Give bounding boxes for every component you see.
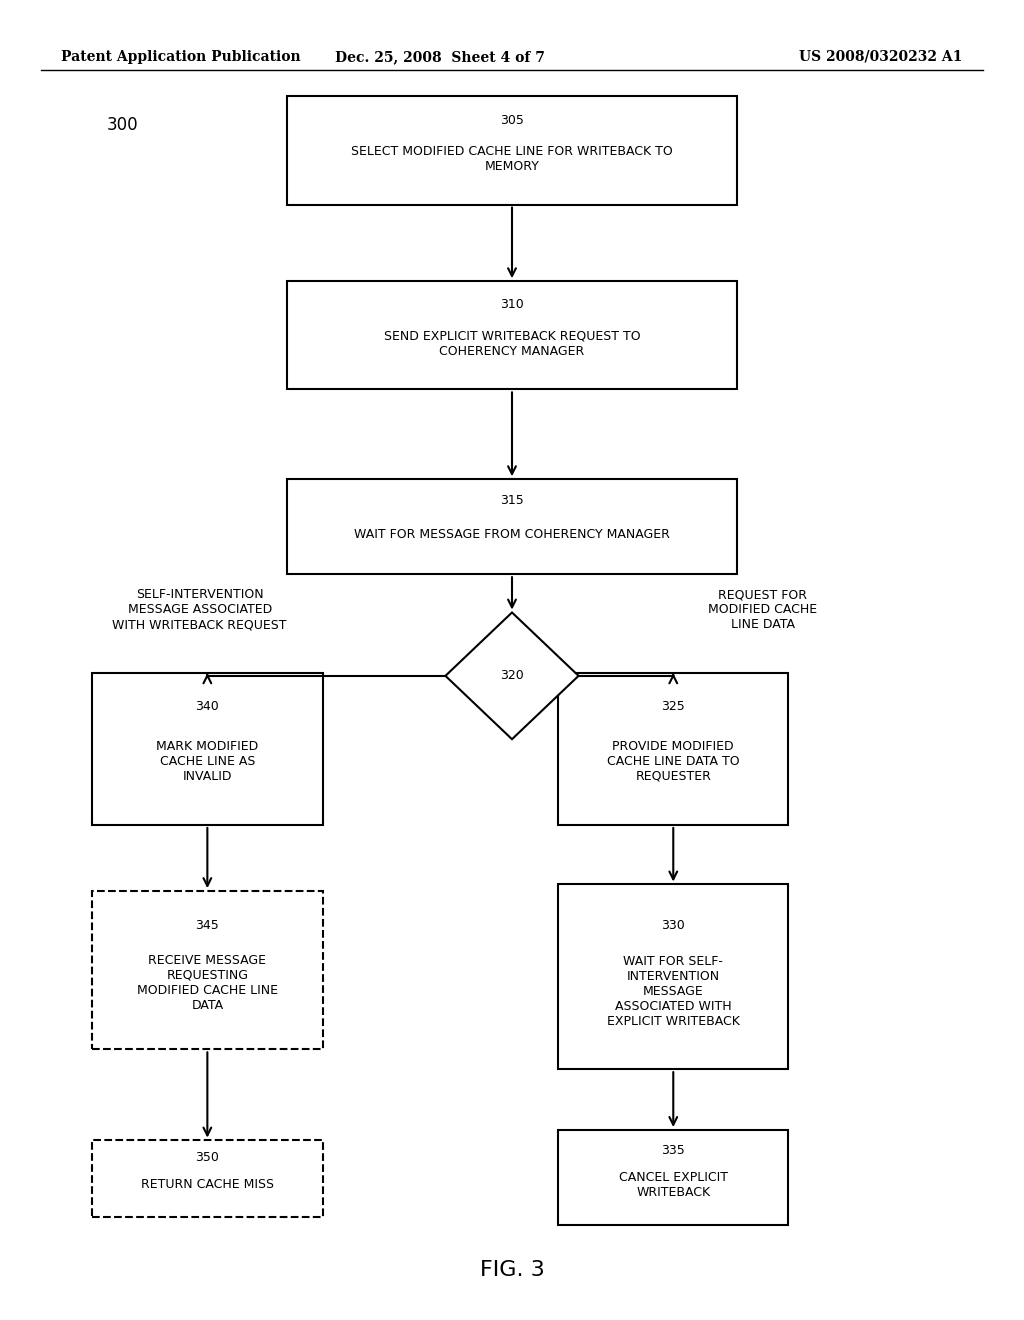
Text: PROVIDE MODIFIED
CACHE LINE DATA TO
REQUESTER: PROVIDE MODIFIED CACHE LINE DATA TO REQU… [607,739,739,783]
Text: CANCEL EXPLICIT
WRITEBACK: CANCEL EXPLICIT WRITEBACK [618,1171,728,1199]
Bar [558,673,788,825]
Text: WAIT FOR SELF-
INTERVENTION
MESSAGE
ASSOCIATED WITH
EXPLICIT WRITEBACK: WAIT FOR SELF- INTERVENTION MESSAGE ASSO… [607,956,739,1028]
Text: Patent Application Publication: Patent Application Publication [61,50,301,63]
Text: REQUEST FOR
MODIFIED CACHE
LINE DATA: REQUEST FOR MODIFIED CACHE LINE DATA [709,589,817,631]
Text: 330: 330 [662,919,685,932]
Polygon shape [445,612,579,739]
Text: SEND EXPLICIT WRITEBACK REQUEST TO
COHERENCY MANAGER: SEND EXPLICIT WRITEBACK REQUEST TO COHER… [384,330,640,358]
Bar [92,1140,323,1217]
Bar [92,891,323,1049]
Bar [287,479,737,574]
Text: 325: 325 [662,700,685,713]
Text: SELECT MODIFIED CACHE LINE FOR WRITEBACK TO
MEMORY: SELECT MODIFIED CACHE LINE FOR WRITEBACK… [351,145,673,173]
Bar [558,1130,788,1225]
Text: RECEIVE MESSAGE
REQUESTING
MODIFIED CACHE LINE
DATA: RECEIVE MESSAGE REQUESTING MODIFIED CACH… [137,954,278,1012]
Text: 305: 305 [500,114,524,127]
Text: WAIT FOR MESSAGE FROM COHERENCY MANAGER: WAIT FOR MESSAGE FROM COHERENCY MANAGER [354,528,670,541]
Text: 310: 310 [500,298,524,312]
Text: RETURN CACHE MISS: RETURN CACHE MISS [141,1179,273,1192]
Text: 315: 315 [500,494,524,507]
Text: US 2008/0320232 A1: US 2008/0320232 A1 [799,50,963,63]
Text: 350: 350 [196,1151,219,1164]
Bar [92,673,323,825]
Text: 320: 320 [500,669,524,682]
Bar [287,281,737,389]
Bar [287,96,737,205]
Text: 335: 335 [662,1144,685,1158]
Text: SELF-INTERVENTION
MESSAGE ASSOCIATED
WITH WRITEBACK REQUEST: SELF-INTERVENTION MESSAGE ASSOCIATED WIT… [113,589,287,631]
Bar [558,884,788,1069]
Text: MARK MODIFIED
CACHE LINE AS
INVALID: MARK MODIFIED CACHE LINE AS INVALID [157,739,258,783]
Text: 300: 300 [108,116,138,135]
Text: Dec. 25, 2008  Sheet 4 of 7: Dec. 25, 2008 Sheet 4 of 7 [336,50,545,63]
Text: FIG. 3: FIG. 3 [479,1259,545,1280]
Text: 340: 340 [196,700,219,713]
Text: 345: 345 [196,919,219,932]
